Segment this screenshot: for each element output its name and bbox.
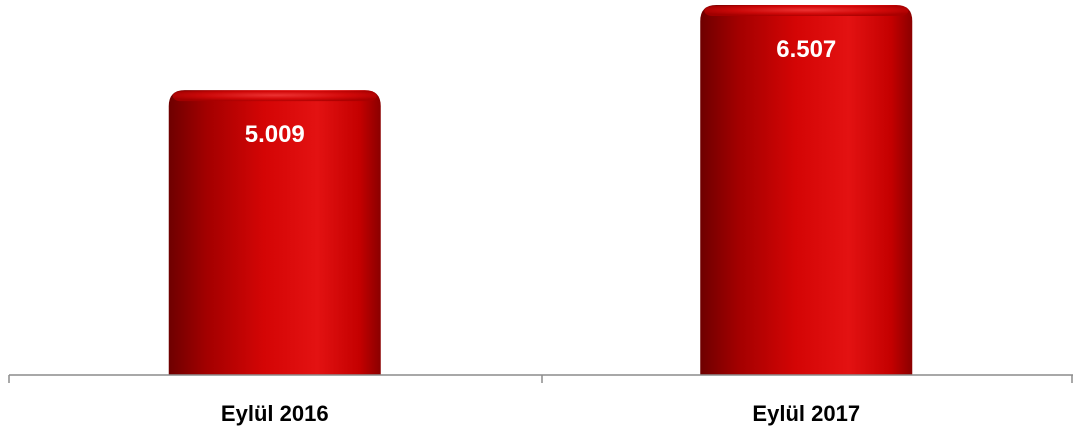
x-tick-label: Eylül 2016 bbox=[221, 401, 329, 426]
bar bbox=[168, 90, 381, 375]
bar bbox=[700, 5, 913, 375]
bar-cap-highlight bbox=[704, 6, 909, 16]
bar-value-label: 5.009 bbox=[245, 121, 305, 148]
x-tick-label: Eylül 2017 bbox=[752, 401, 860, 426]
bar-cap-highlight bbox=[172, 91, 377, 102]
bar-value-label: 6.507 bbox=[776, 36, 836, 63]
